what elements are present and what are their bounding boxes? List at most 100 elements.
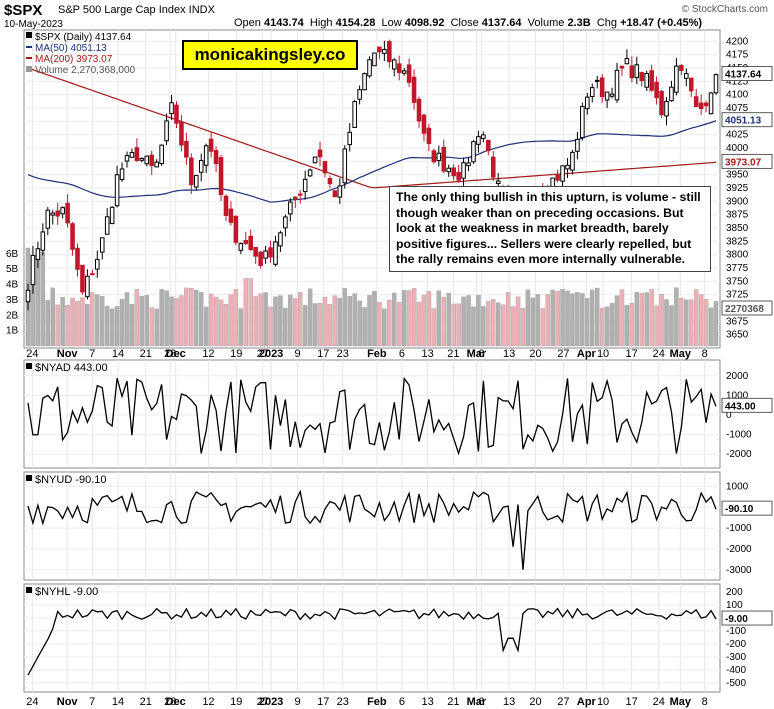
volume-tick-label: 5B	[6, 264, 19, 275]
volume-bar	[119, 299, 125, 347]
price-tick-label: 3925	[726, 183, 749, 194]
volume-bar	[500, 304, 506, 347]
panel-frame-1	[23, 359, 721, 469]
tag-ma200-box	[721, 153, 773, 169]
candle-body	[124, 155, 130, 162]
volume-bar	[461, 296, 466, 347]
volume-bar	[377, 302, 382, 347]
volume-bar	[382, 308, 387, 347]
candle-body	[659, 90, 664, 116]
volume-bar	[580, 293, 585, 347]
volume-bar	[401, 290, 407, 347]
volume-bar	[520, 308, 526, 347]
legend-ma200: MA(200) 3973.07	[35, 54, 113, 65]
ind-tick-label: 1000	[726, 481, 749, 492]
volume-bar	[273, 296, 278, 347]
volume-bar	[268, 306, 273, 347]
high-value: 4154.28	[335, 17, 376, 29]
volume-bar	[253, 296, 258, 347]
volume-bar	[124, 292, 130, 347]
volume-bar	[644, 292, 649, 347]
candle-body	[441, 146, 447, 172]
x-tick-label-top: 24	[653, 348, 665, 360]
volume-bar	[713, 301, 719, 347]
candle-body	[149, 154, 155, 166]
panel-frame-3	[23, 583, 721, 693]
volume-bar	[451, 303, 456, 347]
volume-bar	[565, 290, 570, 347]
volume-bar	[396, 302, 402, 347]
candle-body	[585, 96, 590, 110]
x-tick-label-bottom: Mar	[467, 696, 487, 708]
candle-body	[213, 150, 219, 165]
legend-nyad: $NYAD 443.00	[35, 362, 108, 374]
price-tick-label: 3675	[726, 316, 749, 327]
candle-body	[703, 102, 709, 107]
price-tick-label: 4000	[726, 143, 749, 154]
candle-body	[332, 190, 338, 198]
candle-body	[203, 145, 209, 166]
volume-bar	[708, 307, 714, 347]
x-tick-label-bottom: 12	[202, 696, 214, 708]
volume-bar	[40, 251, 46, 347]
volume-bar	[95, 294, 100, 347]
price-tick-label: 3825	[726, 236, 749, 247]
x-tick-label-bottom: 20	[529, 696, 541, 708]
indicator-line-nyhl	[27, 607, 717, 676]
candle-body	[486, 139, 491, 152]
grid-lines	[24, 30, 720, 692]
candle-body	[134, 147, 140, 161]
candle-body	[490, 156, 496, 178]
volume-bar	[456, 303, 461, 347]
x-tick-label-top: 14	[112, 348, 124, 360]
volume-tick-label: 2B	[6, 310, 19, 321]
candle-body	[342, 148, 348, 184]
candle-body	[421, 114, 427, 134]
candle-body	[50, 212, 56, 216]
volume-bar	[243, 278, 249, 347]
candle-body	[431, 150, 437, 163]
ind-tick-label: 100	[726, 600, 743, 611]
volume-bar	[307, 288, 313, 347]
candle-body	[396, 63, 402, 74]
volume-bar	[223, 304, 229, 347]
volume-tick-label: 4B	[6, 280, 19, 291]
volume-bar	[164, 290, 169, 347]
volume-bar	[495, 302, 501, 347]
close-value: 4137.64	[481, 17, 522, 29]
candle-body	[456, 171, 461, 181]
volume-bar	[550, 289, 555, 347]
x-tick-label-top: 21	[140, 348, 152, 360]
candle-body	[426, 127, 432, 144]
price-tick-label: 4075	[726, 103, 749, 114]
x-tick-label-bottom: 13	[503, 696, 515, 708]
candle-body	[174, 104, 179, 124]
volume-bar	[436, 290, 442, 347]
ind-tick-label: 200	[726, 587, 743, 598]
panel-frames	[23, 29, 721, 693]
candle-body	[471, 141, 476, 163]
tag-nyhl: -9.00	[725, 614, 748, 625]
candle-body	[411, 76, 417, 103]
x-tick-label-bottom: 17	[625, 696, 637, 708]
high-label: High	[309, 17, 333, 29]
candle-body	[292, 196, 298, 200]
candle-body	[70, 223, 75, 250]
candle-body	[104, 216, 110, 235]
x-tick-label-bottom: 13	[422, 696, 434, 708]
value-tags: 4137.64 4051.13 3973.07 2270368 443.00 -90.10…	[721, 66, 773, 626]
volume-bar	[530, 297, 536, 347]
volume-bar	[194, 290, 199, 347]
candle-body	[208, 138, 214, 152]
candle-body	[25, 289, 31, 303]
volume-bar	[545, 294, 550, 347]
indicator-line-nyud	[27, 489, 717, 570]
volume-bar	[362, 307, 367, 347]
x-tick-label-top: May	[670, 348, 692, 360]
volume-bar	[466, 295, 471, 347]
candle-body	[436, 152, 442, 161]
candle-body	[575, 138, 580, 152]
volume-bar	[139, 296, 145, 347]
